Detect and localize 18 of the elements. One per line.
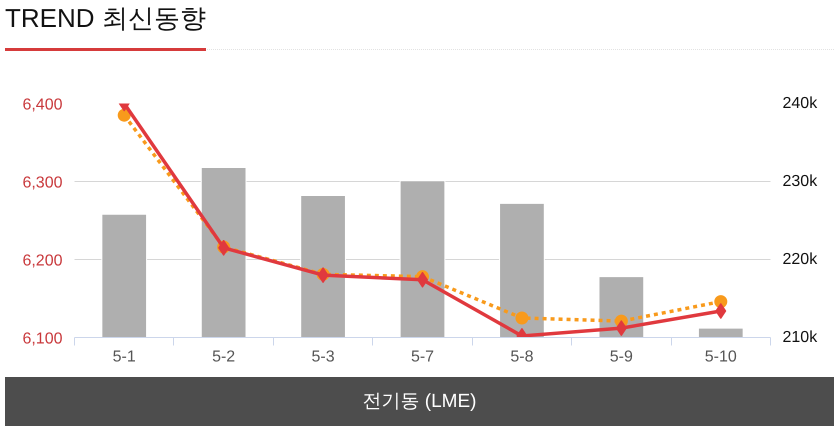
x-tick-label: 5-7	[410, 348, 434, 366]
chart-title: TREND 최신동향	[5, 2, 206, 51]
y-tick-label: 6,200	[22, 252, 63, 270]
x-tick-label: 5-2	[212, 348, 236, 366]
x-tick-label: 5-8	[510, 348, 534, 366]
x-tick-label: 5-10	[704, 348, 737, 366]
y2-tick-label: 240k	[782, 95, 818, 112]
point	[515, 312, 528, 324]
x-tick-label: 5-3	[312, 348, 335, 366]
y-tick-label: 6,400	[22, 96, 63, 114]
x-tick-label: 5-9	[610, 348, 634, 366]
y-tick-label: 6,300	[22, 174, 63, 192]
y2-tick-label: 220k	[782, 251, 818, 268]
y2-tick-label: 210k	[782, 329, 818, 346]
y-tick-label: 6,100	[22, 330, 63, 348]
y2-tick-label: 230k	[782, 173, 818, 190]
text: 전기동 (LME)	[5, 377, 834, 426]
x-tick-label: 5-1	[112, 348, 136, 366]
